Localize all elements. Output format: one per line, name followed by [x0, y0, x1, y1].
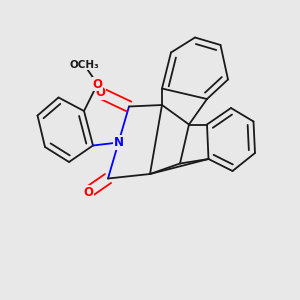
Text: O: O [95, 86, 106, 100]
Text: O: O [92, 77, 103, 91]
Text: N: N [113, 136, 124, 149]
Text: O: O [83, 185, 94, 199]
Text: OCH₃: OCH₃ [69, 59, 99, 70]
